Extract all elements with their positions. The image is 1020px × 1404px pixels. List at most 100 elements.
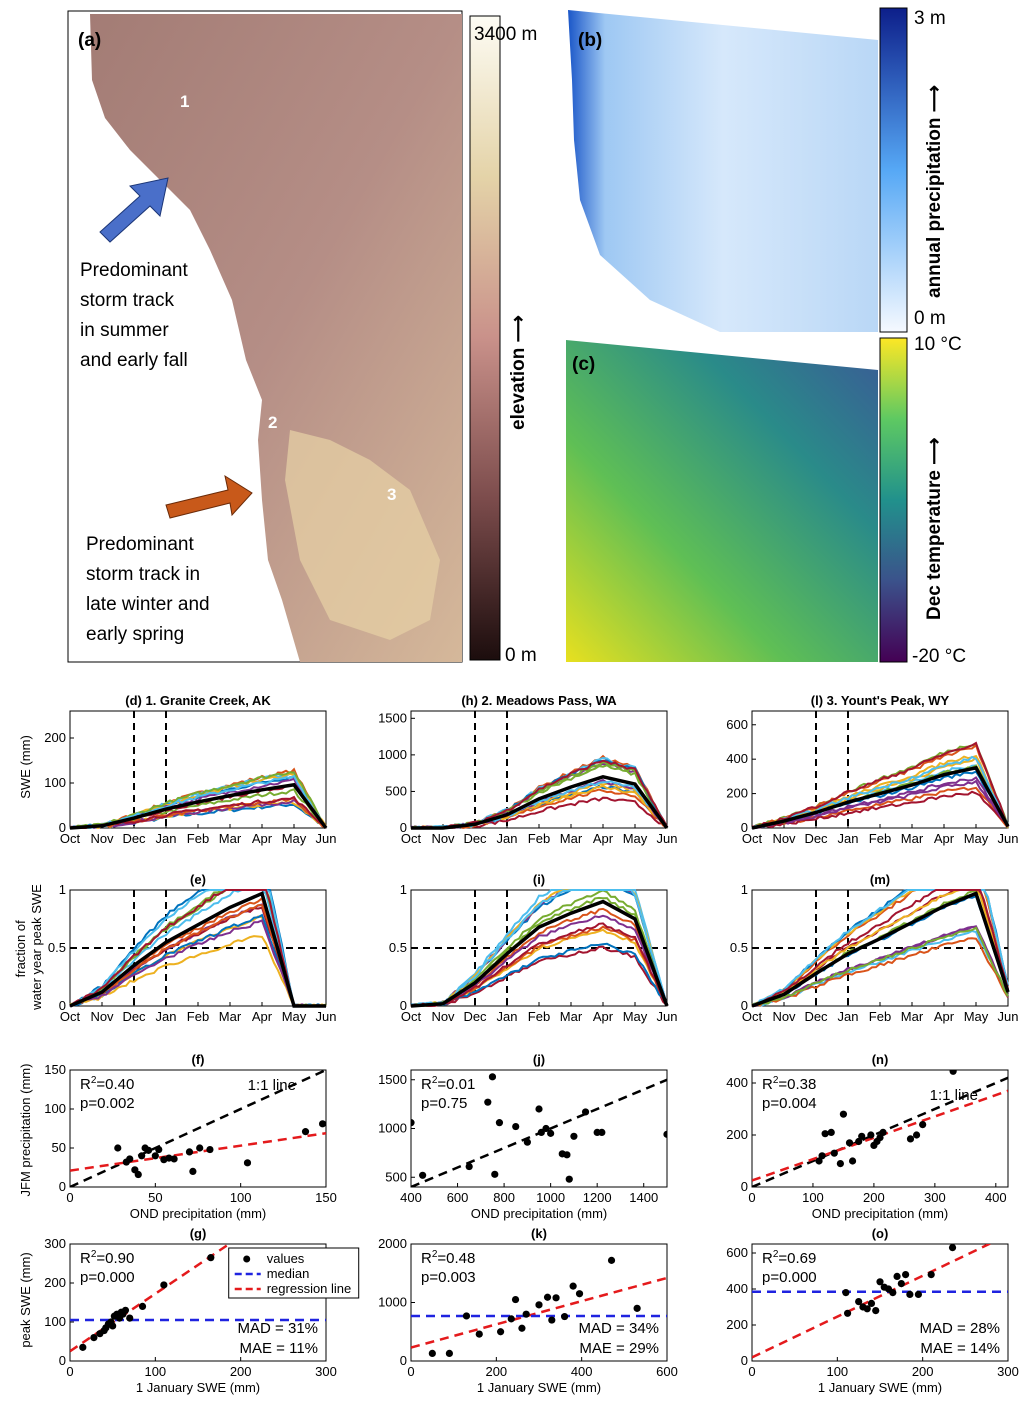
mad-text-g: MAD = 31% xyxy=(238,1320,318,1337)
chart-title-e: (e) xyxy=(190,872,206,887)
point-n xyxy=(815,1157,823,1165)
x-tick-label-i: Oct xyxy=(401,1009,422,1024)
point-j xyxy=(565,1175,573,1183)
site-1-label: 1 xyxy=(180,92,189,111)
plot-marks-j xyxy=(411,1073,667,1187)
peak-ylabel: peak SWE (mm) xyxy=(18,1252,33,1347)
point-n xyxy=(845,1139,854,1147)
x-tick-label-k: 200 xyxy=(485,1364,507,1379)
legend-point-marker xyxy=(243,1255,251,1263)
y-tick-label-n: 400 xyxy=(726,1075,748,1090)
x-tick-label-m: Dec xyxy=(804,1009,828,1024)
y-tick-label-l: 0 xyxy=(741,820,748,835)
point-k xyxy=(552,1294,560,1302)
member-line-m xyxy=(751,937,1009,1007)
x-tick-label-k: 0 xyxy=(407,1364,414,1379)
x-tick-label-l: Jan xyxy=(838,831,859,846)
x-tick-label-d: Jan xyxy=(156,831,177,846)
point-j xyxy=(563,1151,571,1159)
point-f xyxy=(206,1145,214,1154)
point-n xyxy=(839,1110,848,1118)
p-value-j: p=0.75 xyxy=(421,1095,467,1112)
member-line-l xyxy=(751,741,1009,829)
x-tick-label-d: Dec xyxy=(122,831,146,846)
point-o xyxy=(914,1290,923,1298)
member-line-i xyxy=(410,945,668,1007)
site-2-label: 2 xyxy=(268,413,277,432)
x-tick-label-e: Feb xyxy=(187,1009,209,1024)
y-tick-label-i: 1 xyxy=(400,882,407,897)
median-line-i xyxy=(410,899,669,1008)
temp-top-label: 10 °C xyxy=(914,334,962,355)
point-k xyxy=(561,1312,569,1321)
r2-text-j: R2=0.01 xyxy=(421,1075,475,1093)
x-tick-label-e: Mar xyxy=(219,1009,242,1024)
precip-bottom-label: 0 m xyxy=(914,308,946,329)
median-line-l xyxy=(751,765,1010,830)
x-label-k: 1 January SWE (mm) xyxy=(477,1380,601,1395)
median-line-h xyxy=(411,774,669,830)
y-tick-label-o: 600 xyxy=(726,1245,748,1260)
x-tick-label-n: 100 xyxy=(802,1190,824,1205)
x-tick-label-l: Feb xyxy=(869,831,891,846)
x-tick-label-l: Jun xyxy=(998,831,1019,846)
point-k xyxy=(535,1301,543,1309)
chart-l: Oct Nov Dec Jan Feb Mar Apr May Jun 0 200 400 600 (l)… xyxy=(726,693,1018,846)
map-b-land xyxy=(568,10,878,332)
x-tick-label-d: Oct xyxy=(60,831,81,846)
temp-title: Dec temperature ⟶ xyxy=(924,438,945,620)
x-tick-label-i: Jun xyxy=(657,1009,678,1024)
x-tick-label-i: Mar xyxy=(560,1009,583,1024)
x-tick-label-e: Apr xyxy=(252,1009,273,1024)
x-tick-label-i: May xyxy=(623,1009,648,1024)
x-tick-label-k: 600 xyxy=(656,1364,678,1379)
point-k xyxy=(633,1304,641,1312)
point-j xyxy=(512,1122,520,1131)
y-tick-label-i: 0 xyxy=(400,998,407,1013)
x-tick-label-e: May xyxy=(282,1009,307,1024)
x-tick-label-e: Dec xyxy=(122,1009,146,1024)
mad-text-k: MAD = 34% xyxy=(579,1320,659,1337)
map-c-land xyxy=(566,340,878,662)
y-tick-label-j: 1500 xyxy=(378,1072,407,1087)
elevation-colorbar xyxy=(469,15,501,661)
x-tick-label-e: Jan xyxy=(156,1009,177,1024)
y-tick-label-k: 0 xyxy=(400,1353,407,1368)
point-o xyxy=(855,1298,863,1306)
point-k xyxy=(507,1315,515,1323)
chart-title-m: (m) xyxy=(870,872,890,887)
x-label-g: 1 January SWE (mm) xyxy=(136,1380,260,1395)
winter-storm-arrow xyxy=(165,474,253,519)
legend-label-values: values xyxy=(267,1251,305,1266)
median-line-m xyxy=(751,891,1010,1008)
y-tick-label-h: 1000 xyxy=(378,747,407,762)
plot-marks-f xyxy=(70,1070,326,1187)
y-tick-label-f: 150 xyxy=(44,1062,66,1077)
one-to-one-note-n: 1:1 line xyxy=(930,1087,978,1104)
legend-label-median: median xyxy=(267,1266,310,1281)
x-tick-label-g: 0 xyxy=(66,1364,73,1379)
y-tick-label-f: 0 xyxy=(59,1179,66,1194)
map-c-label: (c) xyxy=(572,354,595,375)
x-tick-label-i: Apr xyxy=(593,1009,614,1024)
regression-line-o xyxy=(752,1244,993,1359)
point-j xyxy=(598,1128,606,1136)
point-o xyxy=(889,1289,897,1297)
one-to-one-line-f xyxy=(70,1070,326,1187)
x-tick-label-h: Jan xyxy=(497,831,518,846)
x-tick-label-n: 400 xyxy=(985,1190,1007,1205)
median-line-e xyxy=(69,891,326,1008)
x-tick-label-o: 0 xyxy=(748,1364,755,1379)
x-tick-label-m: Mar xyxy=(901,1009,924,1024)
x-tick-label-l: Oct xyxy=(742,831,763,846)
y-tick-label-g: 100 xyxy=(44,1314,66,1329)
chart-title-h: (h) 2. Meadows Pass, WA xyxy=(461,693,617,708)
y-tick-label-m: 1 xyxy=(741,882,748,897)
summer-storm-text: Predominant storm track in summer and ea… xyxy=(80,260,193,371)
y-tick-label-o: 400 xyxy=(726,1281,748,1296)
point-k xyxy=(575,1290,584,1298)
point-o xyxy=(876,1278,884,1286)
point-f xyxy=(144,1146,153,1154)
x-tick-label-h: Apr xyxy=(593,831,614,846)
point-k xyxy=(445,1349,453,1357)
